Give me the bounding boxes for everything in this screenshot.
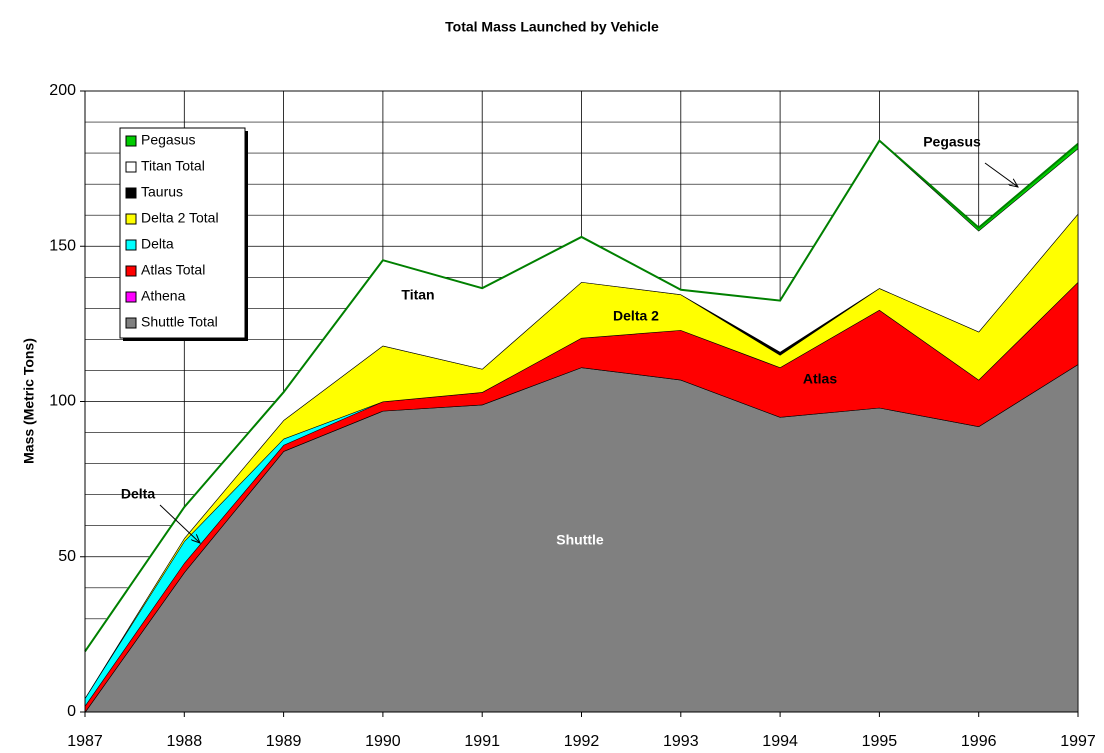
legend-label: Atlas Total — [141, 262, 205, 278]
legend-label: Titan Total — [141, 158, 205, 174]
x-tick-label: 1996 — [961, 733, 997, 750]
x-tick-label: 1992 — [564, 733, 600, 750]
annotation: Titan — [401, 287, 434, 303]
area — [85, 140, 1078, 699]
annotation: Delta 2 — [613, 308, 659, 324]
annotation-arrow — [159, 504, 200, 543]
annotation: Delta — [121, 486, 155, 502]
x-tick-label: 1993 — [663, 733, 699, 750]
annotation: Shuttle — [556, 532, 604, 548]
annotation-arrow — [984, 162, 1018, 187]
y-tick-label: 0 — [67, 703, 76, 720]
y-tick-label: 100 — [49, 393, 76, 410]
x-tick-label: 1991 — [464, 733, 500, 750]
x-tick-label: 1994 — [762, 733, 798, 750]
x-tick-label: 1987 — [67, 733, 103, 750]
legend-swatch — [125, 187, 137, 199]
legend-swatch — [125, 213, 137, 225]
annotation: Pegasus — [923, 134, 981, 150]
y-tick-label: 50 — [58, 548, 76, 565]
y-axis-label: Mass (Metric Tons) — [21, 338, 37, 464]
legend: Pegasus Titan Total Taurus Delta 2 Total Del… — [119, 127, 248, 341]
legend-box — [119, 127, 246, 339]
legend-swatch — [125, 135, 137, 147]
legend-label: Taurus — [141, 184, 183, 200]
annotation: Atlas — [803, 371, 837, 387]
legend-swatch — [125, 265, 137, 277]
plot-border — [84, 90, 1079, 713]
legend-swatch — [125, 291, 137, 303]
chart-title: Total Mass Launched by Vehicle — [445, 19, 659, 35]
area — [85, 281, 1078, 712]
legend-label: Pegasus — [141, 132, 195, 148]
area-edge — [84, 139, 1079, 653]
x-tick-label: 1990 — [365, 733, 401, 750]
legend-label: Delta — [141, 236, 174, 252]
x-tick-label: 1988 — [167, 733, 203, 750]
legend-label: Athena — [141, 288, 186, 304]
legend-label: Delta 2 Total — [141, 210, 219, 226]
y-tick-label: 150 — [49, 237, 76, 254]
x-tick-label: 1989 — [266, 733, 302, 750]
legend-label: Shuttle Total — [141, 314, 218, 330]
x-tick-label: 1997 — [1060, 733, 1096, 750]
legend-swatch — [125, 317, 137, 329]
area — [85, 364, 1078, 712]
legend-swatch — [125, 239, 137, 251]
legend-swatch — [125, 161, 137, 173]
x-tick-label: 1995 — [862, 733, 898, 750]
areas — [84, 139, 1079, 713]
area — [85, 213, 1078, 699]
y-tick-label: 200 — [49, 82, 76, 99]
